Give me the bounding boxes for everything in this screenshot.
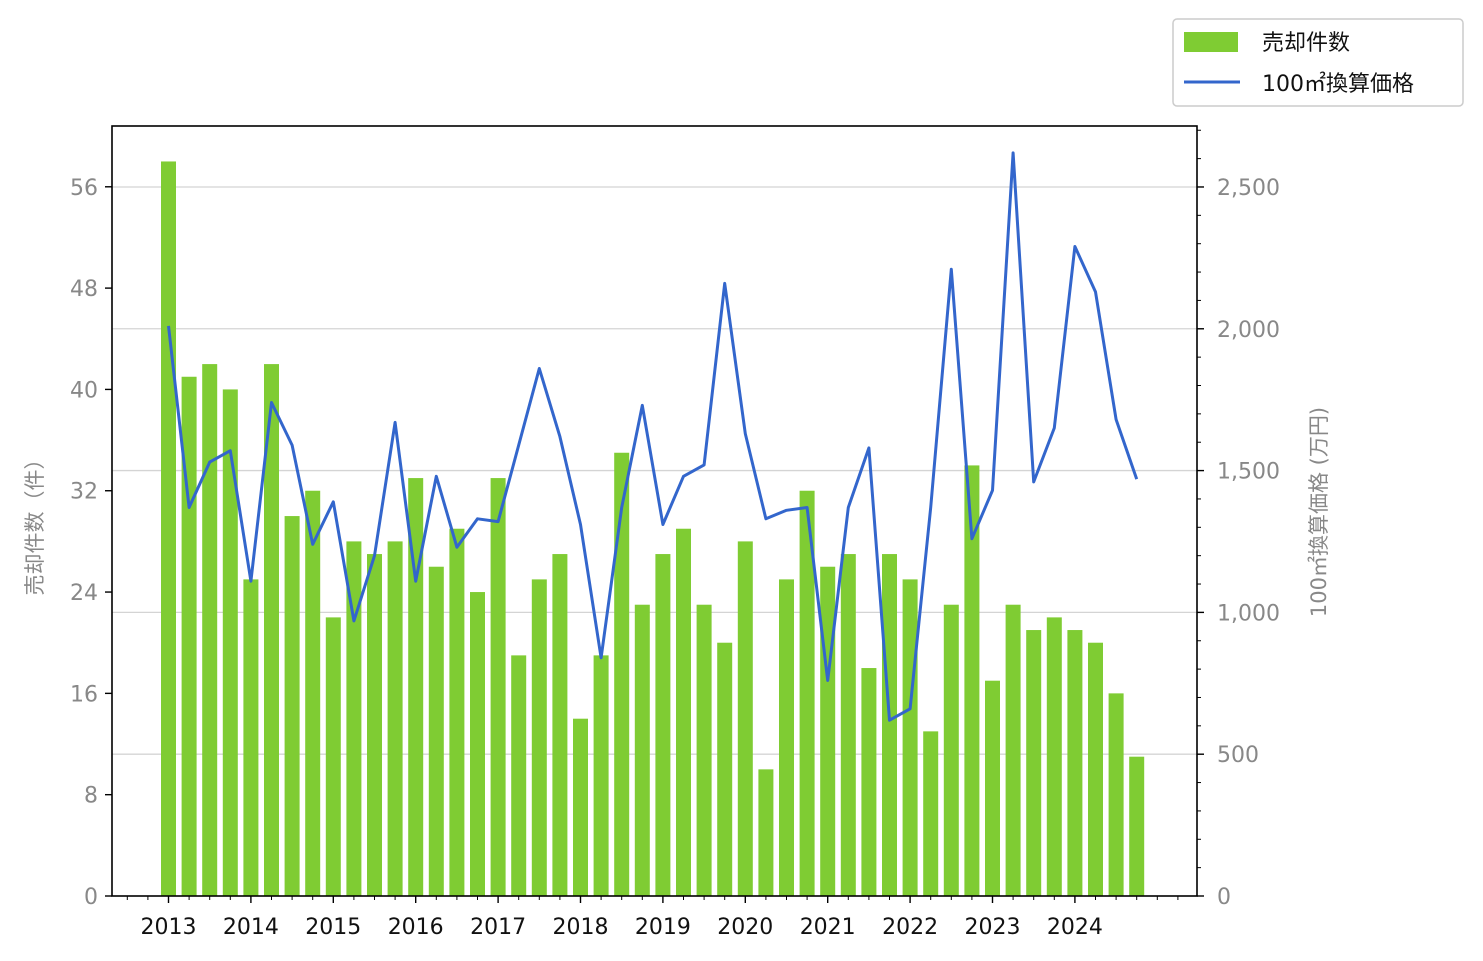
bar-2014-Q3 bbox=[284, 516, 300, 896]
bar-2014-Q2 bbox=[264, 364, 279, 896]
y-right-tick-label-500: 500 bbox=[1217, 743, 1259, 768]
bar-2022-Q1 bbox=[902, 579, 918, 896]
bar-2019-Q2 bbox=[676, 528, 691, 896]
bar-2023-Q2 bbox=[1005, 604, 1021, 896]
bar-2021-Q3 bbox=[861, 668, 877, 896]
bar-2024-Q3 bbox=[1108, 693, 1124, 896]
bar-2020-Q4 bbox=[799, 490, 815, 896]
bar-series bbox=[161, 161, 1145, 897]
bar-2013-Q1 bbox=[161, 161, 176, 897]
y-left-tick-label-56: 56 bbox=[70, 176, 98, 201]
bar-2016-Q1 bbox=[408, 478, 424, 896]
bar-2021-Q1 bbox=[820, 566, 836, 896]
x-tick-label-2020: 2020 bbox=[717, 915, 773, 940]
bar-2018-Q4 bbox=[634, 604, 650, 896]
bar-2015-Q1 bbox=[325, 617, 341, 896]
bar-2020-Q2 bbox=[758, 769, 774, 896]
y-right-tick-label-2000: 2,000 bbox=[1217, 318, 1280, 343]
bar-2018-Q1 bbox=[573, 718, 588, 896]
legend: 売却件数 100㎡換算価格 bbox=[1172, 18, 1464, 107]
bar-2015-Q4 bbox=[387, 541, 403, 896]
bar-2017-Q3 bbox=[531, 579, 547, 896]
bar-2018-Q2 bbox=[593, 655, 609, 896]
legend-swatch-bar bbox=[1184, 32, 1238, 52]
y-axis-right-title: 100㎡換算価格 (万円) bbox=[1307, 407, 1331, 617]
bar-2013-Q3 bbox=[202, 364, 218, 896]
bar-2023-Q1 bbox=[985, 680, 1000, 896]
y-left-tick-label-8: 8 bbox=[84, 784, 98, 809]
plot-frame bbox=[111, 125, 1198, 897]
bar-2018-Q3 bbox=[614, 452, 630, 896]
y-axis-left-title: 売却件数（件） bbox=[23, 449, 47, 596]
bar-2019-Q3 bbox=[696, 604, 712, 896]
x-tick-label-2018: 2018 bbox=[553, 915, 609, 940]
y-right-tick-label-2500: 2,500 bbox=[1217, 176, 1280, 201]
x-tick-label-2014: 2014 bbox=[223, 915, 279, 940]
y-axis-right: 0 500 1,000 1,500 2,000 2,500 bbox=[1197, 129, 1280, 910]
x-tick-label-2015: 2015 bbox=[305, 915, 361, 940]
x-tick-label-2013: 2013 bbox=[141, 915, 197, 940]
bar-2017-Q1 bbox=[490, 478, 506, 896]
x-tick-label-2017: 2017 bbox=[470, 915, 526, 940]
y-right-tick-label-1000: 1,000 bbox=[1217, 601, 1280, 626]
bar-2013-Q2 bbox=[181, 376, 197, 896]
price-line bbox=[167, 151, 1139, 722]
bar-2017-Q2 bbox=[511, 655, 527, 896]
bar-2017-Q4 bbox=[552, 554, 568, 896]
x-tick-label-2021: 2021 bbox=[800, 915, 856, 940]
legend-box bbox=[1172, 18, 1464, 107]
y-left-tick-label-32: 32 bbox=[70, 480, 98, 505]
y-right-tick-label-1500: 1,500 bbox=[1217, 460, 1280, 485]
legend-label-line: 100㎡換算価格 bbox=[1262, 71, 1414, 97]
y-left-tick-label-48: 48 bbox=[70, 277, 98, 302]
bar-2016-Q2 bbox=[428, 566, 444, 896]
bar-2015-Q2 bbox=[346, 541, 362, 896]
bar-2015-Q3 bbox=[367, 554, 382, 896]
bar-2019-Q1 bbox=[655, 554, 671, 896]
bar-2014-Q4 bbox=[305, 490, 321, 896]
x-tick-label-2022: 2022 bbox=[882, 915, 938, 940]
bar-2023-Q4 bbox=[1046, 617, 1062, 896]
y-left-tick-label-24: 24 bbox=[70, 581, 98, 606]
y-left-tick-label-0: 0 bbox=[84, 885, 98, 910]
x-tick-label-2024: 2024 bbox=[1047, 915, 1103, 940]
y-right-tick-label-0: 0 bbox=[1217, 885, 1231, 910]
bar-2021-Q2 bbox=[840, 554, 856, 896]
bar-2020-Q3 bbox=[779, 579, 794, 896]
x-tick-label-2023: 2023 bbox=[965, 915, 1021, 940]
line-series bbox=[167, 151, 1139, 722]
bar-2013-Q4 bbox=[222, 389, 238, 896]
bar-2020-Q1 bbox=[737, 541, 753, 896]
y-axis-left: 0 8 16 24 32 40 48 56 bbox=[70, 176, 112, 910]
bar-2016-Q3 bbox=[449, 528, 465, 896]
bar-2014-Q1 bbox=[243, 579, 259, 896]
legend-label-bar: 売却件数 bbox=[1262, 31, 1350, 56]
bar-2019-Q4 bbox=[717, 642, 733, 896]
bar-2024-Q2 bbox=[1088, 642, 1103, 896]
bar-2022-Q4 bbox=[964, 465, 980, 896]
bar-2024-Q4 bbox=[1129, 756, 1145, 896]
bar-2023-Q3 bbox=[1026, 630, 1042, 896]
y-left-tick-label-16: 16 bbox=[70, 682, 98, 707]
y-left-tick-label-40: 40 bbox=[70, 378, 98, 403]
x-axis: 2013 2014 2015 2016 2017 2018 2019 2020 2021 2022… bbox=[126, 896, 1179, 940]
bar-2021-Q4 bbox=[882, 554, 897, 896]
bar-2022-Q2 bbox=[923, 731, 939, 896]
bar-2016-Q4 bbox=[470, 592, 485, 896]
bar-2022-Q3 bbox=[943, 604, 959, 896]
bar-2024-Q1 bbox=[1067, 630, 1083, 896]
x-tick-label-2019: 2019 bbox=[635, 915, 691, 940]
x-tick-label-2016: 2016 bbox=[388, 915, 444, 940]
